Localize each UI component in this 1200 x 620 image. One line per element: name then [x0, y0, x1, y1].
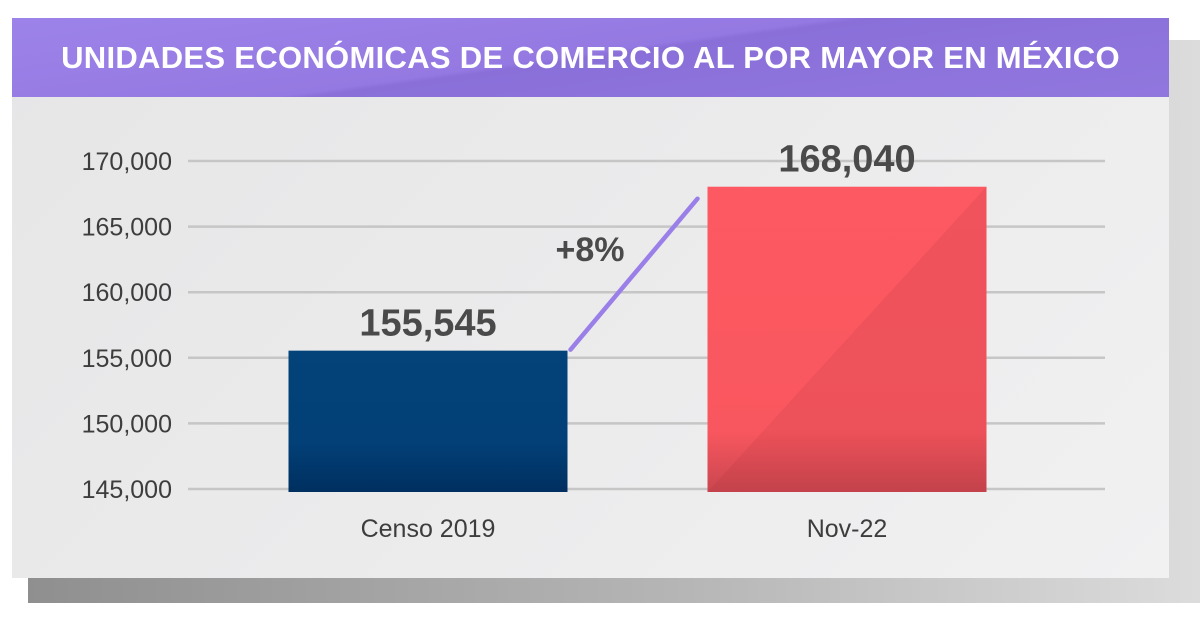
y-tick-label: 170,000 — [82, 148, 172, 176]
bar-shading — [707, 186, 987, 492]
bar — [707, 186, 987, 492]
x-category-label: Censo 2019 — [361, 515, 496, 543]
bar-value-label: 155,545 — [359, 303, 496, 345]
y-tick-label: 160,000 — [82, 279, 172, 307]
bar — [288, 350, 568, 492]
title-banner: UNIDADES ECONÓMICAS DE COMERCIO AL POR M… — [12, 18, 1169, 97]
y-tick-label: 155,000 — [82, 345, 172, 373]
y-tick-label: 145,000 — [82, 476, 172, 504]
growth-indicator: +8% — [556, 196, 700, 352]
y-tick-label: 150,000 — [82, 410, 172, 438]
chart-title: UNIDADES ECONÓMICAS DE COMERCIO AL POR M… — [61, 39, 1120, 75]
y-axis-ticks: 145,000 150,000 155,000 160,000 165,000 170,0… — [82, 148, 172, 504]
y-tick-label: 165,000 — [82, 214, 172, 242]
growth-line — [568, 196, 700, 352]
growth-percent-label: +8% — [556, 231, 625, 269]
bar-labels: 155,545 Censo 2019 168,040 Nov-22 — [359, 139, 915, 543]
x-category-label: Nov-22 — [807, 515, 888, 543]
bar-value-label: 168,040 — [778, 139, 915, 181]
bars — [288, 186, 987, 492]
